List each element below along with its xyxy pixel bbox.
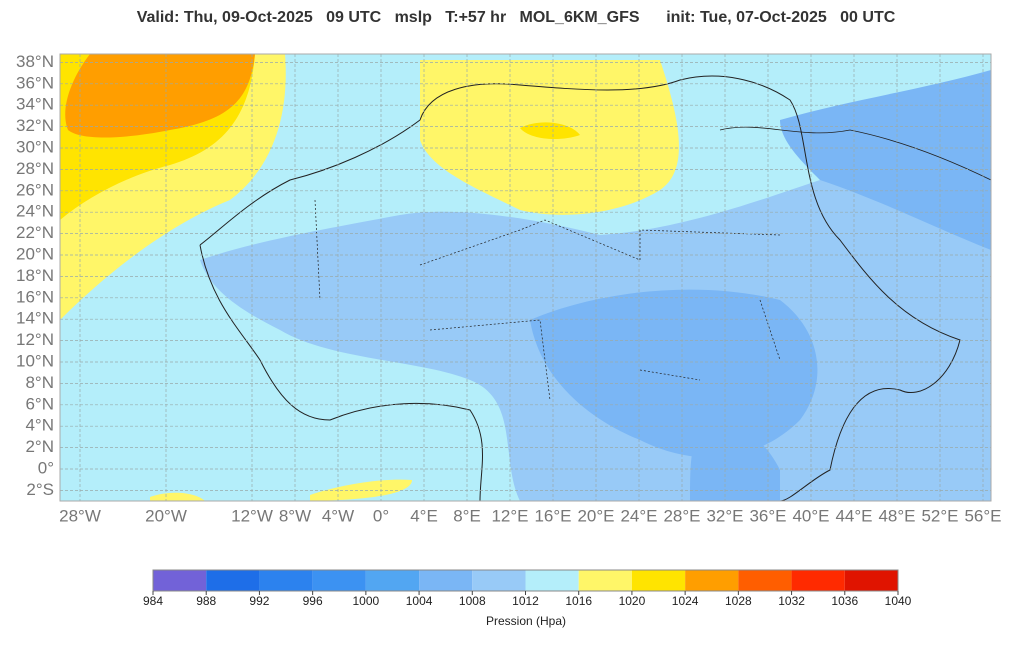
colorbar-segment <box>365 570 420 591</box>
lon-label: 44°E <box>835 506 872 525</box>
colorbar-segment <box>312 570 366 591</box>
lat-label: 0° <box>38 458 54 477</box>
colorbar-segment <box>844 570 898 591</box>
colorbar-tick-label: 996 <box>303 594 323 608</box>
lat-label: 22°N <box>16 223 54 242</box>
lat-label: 32°N <box>16 116 54 135</box>
lon-label: 28°E <box>663 506 700 525</box>
colorbar-tick-label: 1028 <box>725 594 752 608</box>
colorbar-segment <box>419 570 473 591</box>
lon-label: 28°W <box>59 506 101 525</box>
lon-label: 36°E <box>749 506 786 525</box>
lon-label: 8°E <box>453 506 481 525</box>
lat-label: 10°N <box>16 351 54 370</box>
colorbar-segment <box>578 570 632 591</box>
lon-label: 56°E <box>964 506 1001 525</box>
lat-label: 8°N <box>25 373 54 392</box>
colorbar-tick-label: 1040 <box>885 594 912 608</box>
lon-label: 20°W <box>145 506 187 525</box>
map-frame <box>59 53 992 502</box>
lon-label: 32°E <box>706 506 743 525</box>
lon-label: 20°E <box>577 506 614 525</box>
colorbar-tick-label: 1032 <box>778 594 805 608</box>
graticule: 38°N 36°N 34°N 32°N 30°N 28°N 26°N 24°N 22°N 20°N… <box>16 52 1002 526</box>
colorbar-segment <box>738 570 792 591</box>
lon-label: 12°E <box>491 506 528 525</box>
colorbar-tick-label: 1024 <box>672 594 699 608</box>
lon-label: 0° <box>373 506 389 525</box>
colorbar-segment <box>525 570 579 591</box>
lon-label: 12°W <box>231 506 273 525</box>
lat-label: 30°N <box>16 137 54 156</box>
colorbar-segment <box>259 570 313 591</box>
lon-label: 4°E <box>410 506 438 525</box>
colorbar-tick-label: 1020 <box>619 594 646 608</box>
lat-label: 24°N <box>16 202 54 221</box>
colorbar-tick-label: 984 <box>143 594 163 608</box>
lat-label: 12°N <box>16 330 54 349</box>
lat-label: 14°N <box>16 309 54 328</box>
colorbar-segment <box>153 570 207 591</box>
lat-label: 2°N <box>25 437 54 456</box>
lat-label: 34°N <box>16 95 54 114</box>
lon-label: 16°E <box>534 506 571 525</box>
lat-label: 4°N <box>25 416 54 435</box>
lon-label: 8°W <box>279 506 311 525</box>
lat-label: 16°N <box>16 287 54 306</box>
colorbar-segment <box>206 570 260 591</box>
colorbar-tick-label: 988 <box>196 594 216 608</box>
lat-label: 20°N <box>16 244 54 263</box>
lat-label: 18°N <box>16 266 54 285</box>
lat-label: 6°N <box>25 394 54 413</box>
lat-label: 26°N <box>16 180 54 199</box>
lon-label: 24°E <box>620 506 657 525</box>
title: Valid: Thu, 09-Oct-2025 09 UTC mslp T:+5… <box>137 9 896 26</box>
lon-label: 4°W <box>322 506 354 525</box>
colorbar-segment <box>472 570 526 591</box>
colorbar-segment <box>685 570 739 591</box>
map-field <box>60 54 991 501</box>
lat-label: 2°S <box>26 480 54 499</box>
colorbar-tick-label: 1012 <box>512 594 539 608</box>
colorbar-label: Pression (Hpa) <box>486 614 566 628</box>
colorbar: 984 988 992 996 1000 1004 1008 1012 1016 1020 1024… <box>143 569 912 608</box>
lon-label: 48°E <box>878 506 915 525</box>
lon-label: 52°E <box>921 506 958 525</box>
colorbar-segment <box>631 570 686 591</box>
lon-label: 40°E <box>792 506 829 525</box>
colorbar-tick-label: 1000 <box>353 594 380 608</box>
colorbar-segment <box>791 570 845 591</box>
colorbar-tick-label: 1036 <box>831 594 858 608</box>
lat-label: 36°N <box>16 73 54 92</box>
lat-label: 38°N <box>16 52 54 71</box>
colorbar-tick-label: 1016 <box>565 594 592 608</box>
lat-label: 28°N <box>16 159 54 178</box>
colorbar-tick-label: 992 <box>249 594 269 608</box>
colorbar-tick-label: 1008 <box>459 594 486 608</box>
colorbar-tick-label: 1004 <box>406 594 433 608</box>
